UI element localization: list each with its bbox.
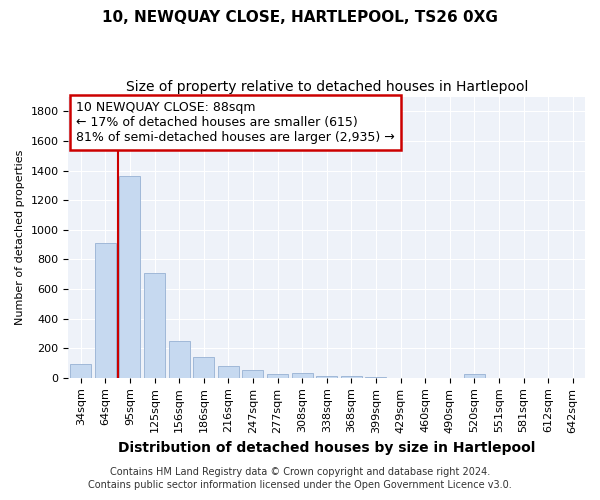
Bar — [169, 341, 190, 378]
Bar — [464, 374, 485, 378]
Bar — [70, 364, 91, 378]
Bar — [365, 377, 386, 378]
Bar — [218, 366, 239, 378]
Text: Contains HM Land Registry data © Crown copyright and database right 2024.
Contai: Contains HM Land Registry data © Crown c… — [88, 467, 512, 490]
Bar — [95, 243, 116, 378]
Bar — [242, 370, 263, 378]
Bar — [341, 376, 362, 378]
Bar — [193, 357, 214, 378]
Y-axis label: Number of detached properties: Number of detached properties — [15, 150, 25, 325]
Bar — [144, 274, 165, 378]
Bar — [119, 176, 140, 378]
Bar — [292, 374, 313, 378]
Text: 10 NEWQUAY CLOSE: 88sqm
← 17% of detached houses are smaller (615)
81% of semi-d: 10 NEWQUAY CLOSE: 88sqm ← 17% of detache… — [76, 101, 395, 144]
Bar — [316, 376, 337, 378]
Title: Size of property relative to detached houses in Hartlepool: Size of property relative to detached ho… — [125, 80, 528, 94]
X-axis label: Distribution of detached houses by size in Hartlepool: Distribution of detached houses by size … — [118, 441, 535, 455]
Text: 10, NEWQUAY CLOSE, HARTLEPOOL, TS26 0XG: 10, NEWQUAY CLOSE, HARTLEPOOL, TS26 0XG — [102, 10, 498, 25]
Bar — [267, 374, 288, 378]
